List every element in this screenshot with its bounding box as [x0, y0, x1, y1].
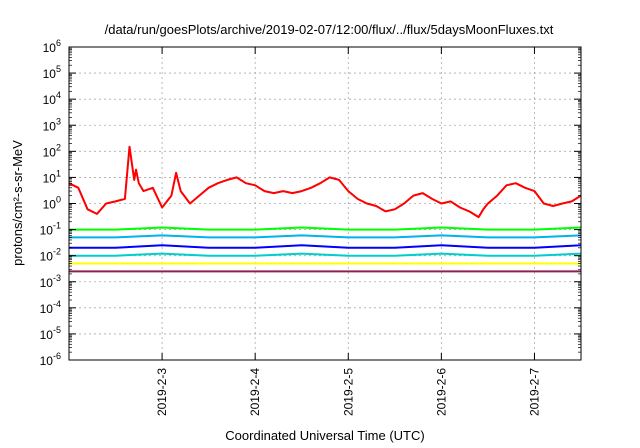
grid-lines — [69, 47, 581, 360]
x-tick-label: 2019-2-5 — [341, 368, 355, 416]
series-line-2 — [69, 234, 582, 239]
y-axis-ticks: 106 105 104 103 102 101 100 10-1 10-2 10-3 10-4 10-… — [40, 38, 581, 368]
y-tick-label: 101 — [43, 168, 61, 185]
y-tick-label: 103 — [43, 116, 61, 133]
y-tick-label: 106 — [43, 38, 61, 55]
series-line-1 — [69, 226, 582, 231]
chart-title: /data/run/goesPlots/archive/2019-02-07/1… — [105, 22, 554, 37]
x-axis-label: Coordinated Universal Time (UTC) — [225, 428, 424, 443]
series-line-4 — [69, 252, 582, 257]
y-tick-label: 100 — [43, 195, 61, 212]
x-tick-label: 2019-2-6 — [434, 368, 448, 416]
x-tick-label: 2019-2-3 — [155, 368, 169, 416]
y-tick-label: 10-2 — [40, 247, 61, 264]
y-tick-label: 10-6 — [40, 351, 61, 368]
series-line-3 — [69, 244, 582, 249]
y-tick-label: 10-4 — [40, 299, 61, 316]
y-tick-label: 10-3 — [40, 273, 61, 290]
x-axis-ticks: 2019-2-3 2019-2-4 2019-2-5 2019-2-6 2019-2-7 — [155, 47, 541, 416]
y-tick-label: 105 — [43, 64, 61, 81]
series-line-0 — [68, 145, 582, 219]
series-layer — [68, 145, 582, 273]
x-tick-label: 2019-2-7 — [527, 368, 541, 416]
y-tick-label: 10-1 — [40, 221, 61, 238]
y-axis-label: protons/cm²-s-sr-MeV — [10, 140, 25, 266]
y-tick-label: 104 — [43, 90, 61, 107]
y-tick-label: 10-5 — [40, 325, 61, 342]
x-tick-label: 2019-2-4 — [248, 368, 262, 416]
y-tick-label: 102 — [43, 142, 61, 159]
